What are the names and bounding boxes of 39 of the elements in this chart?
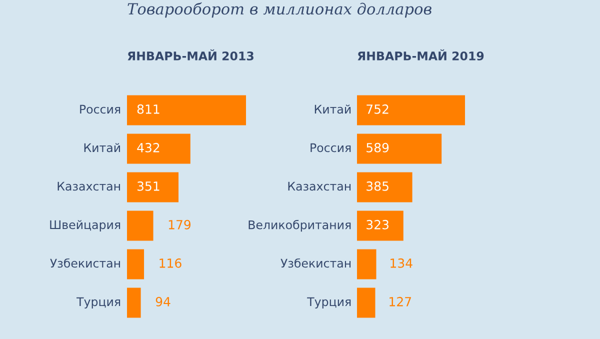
data-label: 179 bbox=[168, 220, 191, 230]
data-label: 752 bbox=[366, 104, 388, 114]
y-tick-label: Швейцария bbox=[50, 220, 120, 232]
bar bbox=[127, 288, 141, 318]
bar bbox=[357, 288, 376, 318]
y-tick-label: Россия bbox=[80, 104, 120, 114]
data-label: 432 bbox=[137, 142, 160, 152]
y-tick-label: Узбекистан bbox=[50, 258, 120, 268]
y-tick-label: Турция bbox=[76, 297, 120, 308]
y-tick-label: Турция bbox=[307, 297, 351, 308]
data-label: 351 bbox=[137, 181, 160, 191]
data-label: 127 bbox=[390, 296, 411, 306]
chart-title: ЯНВАРЬ-МАЙ 2019 bbox=[358, 49, 484, 60]
text: Товарооборот в миллионах долларов bbox=[128, 2, 432, 18]
y-tick-label: Казахстан bbox=[288, 182, 351, 191]
y-tick-label: Великобритания bbox=[248, 220, 351, 232]
bar bbox=[357, 210, 404, 241]
bar bbox=[127, 95, 246, 126]
bar bbox=[357, 95, 465, 126]
bar bbox=[357, 249, 376, 280]
bar bbox=[127, 210, 154, 241]
chart-title: ЯНВАРЬ-МАЙ 2013 bbox=[128, 49, 254, 60]
data-label: 385 bbox=[366, 181, 388, 191]
bar bbox=[127, 249, 144, 280]
data-label: 134 bbox=[390, 258, 412, 268]
y-tick-label: Китай bbox=[84, 143, 120, 152]
data-label: 589 bbox=[366, 142, 389, 152]
bar bbox=[127, 172, 179, 202]
y-tick-label: Россия bbox=[310, 143, 351, 152]
y-tick-label: Узбекистан bbox=[280, 258, 351, 268]
bar bbox=[127, 134, 190, 164]
y-tick-label: Казахстан bbox=[58, 182, 120, 191]
bar bbox=[357, 172, 412, 202]
bar bbox=[357, 134, 442, 164]
data-label: 116 bbox=[160, 258, 182, 268]
y-tick-label: Китай bbox=[314, 104, 351, 114]
data-label: 811 bbox=[137, 104, 160, 114]
data-label: 94 bbox=[156, 296, 170, 306]
data-label: 323 bbox=[366, 220, 388, 230]
